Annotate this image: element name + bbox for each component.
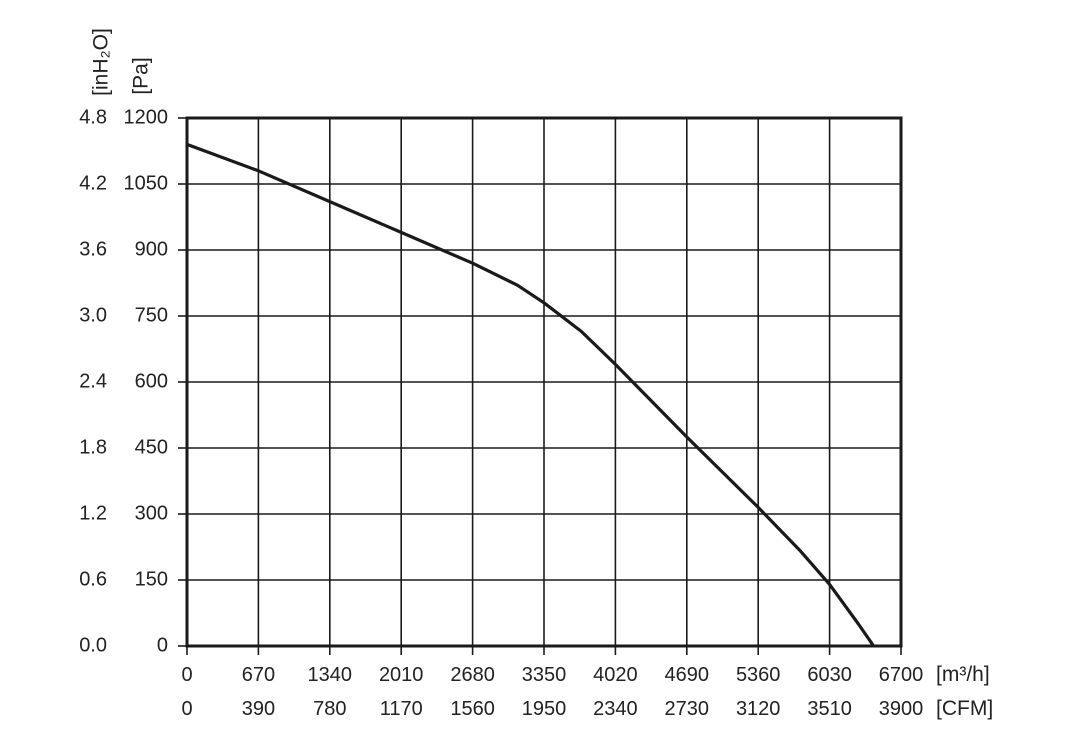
x-tick-label-cfm: 2730 — [665, 698, 710, 720]
x-tick-label-m3h: 6030 — [807, 664, 852, 686]
y-tick-label-inh2o: 3.6 — [79, 238, 107, 260]
x-axis-cfm-ticks: 0 390 780 1170 1560 1950 2340 2730 3120 3510 3900 — [181, 698, 923, 720]
curve-layer — [187, 142, 876, 646]
x-tick-label-cfm: 3900 — [879, 698, 924, 720]
y-tick-label-pa: 1050 — [124, 172, 169, 194]
y-tick-label-pa: 150 — [135, 568, 168, 590]
y-unit-pa-label: [Pa] — [130, 57, 153, 94]
y-tick-label-pa: 1200 — [124, 106, 169, 128]
grid-lines — [178, 117, 902, 655]
y-tick-label-inh2o: 4.8 — [79, 106, 107, 128]
y-unit-inh2o-label: [inH₂O] — [90, 28, 113, 96]
y-tick-label-inh2o: 2.4 — [79, 370, 107, 392]
x-tick-label-cfm: 1560 — [450, 698, 495, 720]
x-tick-label-m3h: 0 — [181, 664, 192, 686]
x-tick-label-m3h: 2010 — [379, 664, 424, 686]
y-tick-label-inh2o: 1.8 — [79, 436, 107, 458]
y-tick-label-pa: 450 — [135, 436, 168, 458]
plot-frame — [185, 116, 903, 648]
x-tick-label-cfm: 0 — [181, 698, 192, 720]
x-tick-label-cfm: 1950 — [522, 698, 567, 720]
y-tick-label-inh2o: 0.6 — [79, 568, 107, 590]
x-tick-label-cfm: 1170 — [380, 698, 423, 720]
x-tick-label-cfm: 3510 — [807, 698, 852, 720]
y-tick-label-pa: 0 — [157, 634, 168, 656]
y-tick-label-inh2o: 3.0 — [79, 304, 107, 326]
x-tick-label-m3h: 3350 — [522, 664, 567, 686]
x-unit-cfm-label: [CFM] — [936, 697, 993, 720]
x-tick-label-m3h: 2680 — [450, 664, 495, 686]
x-tick-label-m3h: 6700 — [879, 664, 924, 686]
x-unit-m3h-label: [m³/h] — [936, 663, 990, 686]
y-tick-label-pa: 900 — [135, 238, 168, 260]
y-axis-inh2o-ticks: 0.0 0.6 1.2 1.8 2.4 3.0 3.6 4.2 4.8 — [79, 106, 107, 656]
x-tick-label-m3h: 4690 — [665, 664, 710, 686]
x-tick-label-cfm: 390 — [242, 698, 275, 720]
y-tick-label-inh2o: 1.2 — [79, 502, 107, 524]
y-tick-label-inh2o: 0.0 — [79, 634, 107, 656]
x-tick-label-m3h: 1340 — [308, 664, 353, 686]
x-tick-label-m3h: 670 — [242, 664, 275, 686]
x-tick-label-m3h: 4020 — [593, 664, 638, 686]
y-tick-label-inh2o: 4.2 — [79, 172, 107, 194]
x-tick-label-m3h: 5360 — [736, 664, 781, 686]
y-tick-label-pa: 750 — [135, 304, 168, 326]
y-tick-label-pa: 300 — [135, 502, 168, 524]
y-tick-label-pa: 600 — [135, 370, 168, 392]
x-tick-label-cfm: 780 — [313, 698, 346, 720]
y-axis-pa-ticks: 0 150 300 450 600 750 900 1050 1200 — [124, 106, 169, 656]
x-axis-m3h-ticks: 0 670 1340 2010 2680 3350 4020 4690 5360 6030 6700 — [181, 664, 923, 686]
pressure-flow-curve — [187, 142, 876, 646]
x-tick-label-cfm: 3120 — [736, 698, 781, 720]
x-tick-label-cfm: 2340 — [593, 698, 638, 720]
